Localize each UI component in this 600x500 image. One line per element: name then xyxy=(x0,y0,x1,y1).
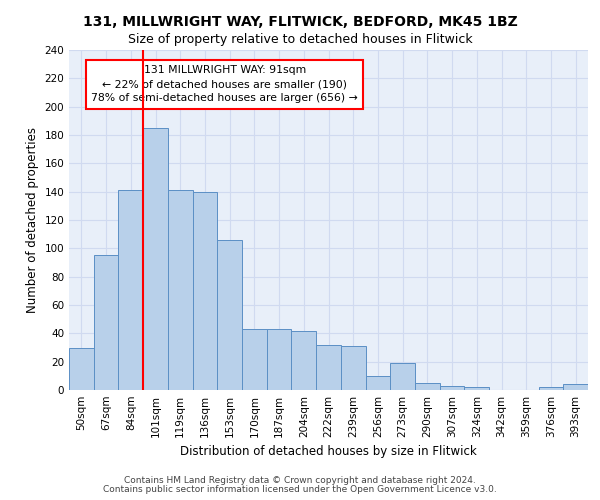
Text: 131, MILLWRIGHT WAY, FLITWICK, BEDFORD, MK45 1BZ: 131, MILLWRIGHT WAY, FLITWICK, BEDFORD, … xyxy=(83,15,517,29)
Bar xyxy=(415,383,440,390)
Bar xyxy=(143,128,168,390)
Bar xyxy=(242,329,267,390)
Bar xyxy=(539,387,563,390)
Bar xyxy=(365,376,390,390)
Bar xyxy=(69,348,94,390)
Bar xyxy=(341,346,365,390)
Bar xyxy=(464,387,489,390)
Bar xyxy=(118,190,143,390)
Bar xyxy=(217,240,242,390)
Bar xyxy=(440,386,464,390)
Bar xyxy=(563,384,588,390)
Bar xyxy=(168,190,193,390)
Bar xyxy=(267,329,292,390)
Bar xyxy=(316,344,341,390)
Text: 131 MILLWRIGHT WAY: 91sqm
← 22% of detached houses are smaller (190)
78% of semi: 131 MILLWRIGHT WAY: 91sqm ← 22% of detac… xyxy=(91,66,358,104)
Text: Size of property relative to detached houses in Flitwick: Size of property relative to detached ho… xyxy=(128,32,472,46)
Bar xyxy=(94,256,118,390)
Bar xyxy=(193,192,217,390)
X-axis label: Distribution of detached houses by size in Flitwick: Distribution of detached houses by size … xyxy=(180,446,477,458)
Y-axis label: Number of detached properties: Number of detached properties xyxy=(26,127,39,313)
Bar xyxy=(390,363,415,390)
Text: Contains public sector information licensed under the Open Government Licence v3: Contains public sector information licen… xyxy=(103,485,497,494)
Bar xyxy=(292,330,316,390)
Text: Contains HM Land Registry data © Crown copyright and database right 2024.: Contains HM Land Registry data © Crown c… xyxy=(124,476,476,485)
